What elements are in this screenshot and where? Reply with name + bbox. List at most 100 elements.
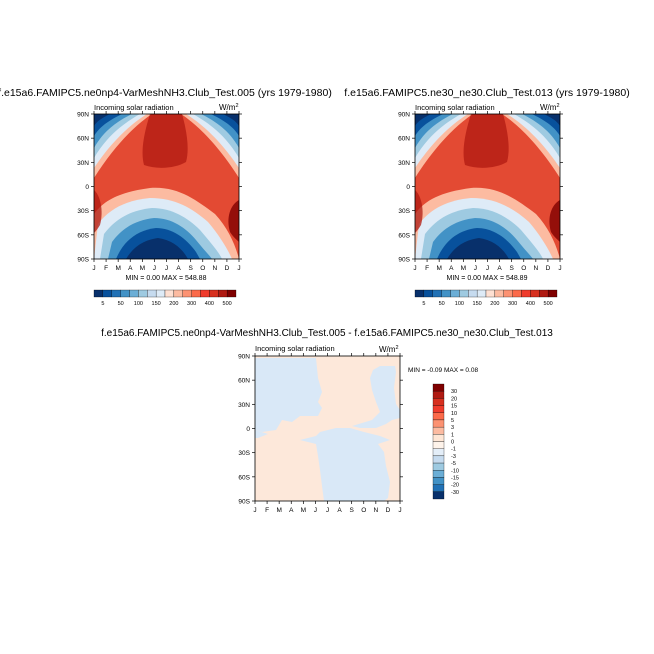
colorbar-swatch: [432, 398, 445, 406]
panel-2-field: [414, 113, 561, 260]
y-tick-label: 30S: [238, 450, 250, 457]
colorbar-swatch: [530, 289, 540, 298]
colorbar-swatch: [547, 289, 558, 298]
panel-3-y-ticks: 90N 60N 30N 0 30S 60S 90S: [238, 354, 403, 506]
y-tick-label: 90N: [238, 354, 250, 361]
colorbar-swatch: [432, 462, 445, 471]
x-tick-label: J: [474, 265, 477, 272]
colorbar-label: 500: [544, 301, 553, 307]
colorbar-swatch: [450, 289, 460, 298]
colorbar-swatch: [432, 441, 445, 449]
colorbar-label: -20: [451, 483, 459, 489]
colorbar-label: 5: [451, 418, 454, 424]
colorbar-swatch: [200, 289, 210, 298]
x-tick-label: J: [153, 265, 156, 272]
colorbar-label: 200: [490, 301, 499, 307]
x-tick-label: J: [398, 507, 401, 514]
x-tick-label: A: [337, 507, 342, 514]
x-tick-label: J: [486, 265, 489, 272]
panel-3-subtitle: Incoming solar radiation: [255, 344, 335, 353]
panel-1-y-ticks: 90N 60N 30N 0 30S 60S 90S: [77, 112, 242, 264]
colorbar-label: 100: [455, 301, 464, 307]
x-tick-label: J: [165, 265, 168, 272]
y-tick-label: 60N: [238, 378, 250, 385]
panel-1-stats: MIN = 0.00 MAX = 548.88: [126, 275, 207, 282]
colorbar-swatch: [138, 289, 148, 298]
x-tick-label: J: [253, 507, 256, 514]
panel-1-colorbar: 5 50 100 150 200 300 400 500: [93, 289, 237, 307]
colorbar-label: 3: [451, 425, 454, 431]
colorbar-swatch: [432, 426, 445, 435]
colorbar-swatch: [218, 289, 228, 298]
x-tick-label: D: [386, 507, 391, 514]
x-tick-label: M: [140, 265, 145, 272]
x-tick-label: J: [92, 265, 95, 272]
x-tick-label: N: [212, 265, 217, 272]
y-tick-label: 30N: [77, 160, 89, 167]
colorbar-label: 50: [439, 301, 445, 307]
y-tick-label: 60S: [238, 474, 250, 481]
colorbar-swatch: [485, 289, 496, 298]
y-tick-label: 90S: [77, 257, 89, 264]
y-tick-label: 30N: [398, 160, 410, 167]
y-tick-label: 90S: [238, 499, 250, 506]
y-tick-label: 60S: [77, 232, 89, 239]
colorbar-swatch: [173, 289, 183, 298]
y-tick-label: 90N: [398, 112, 410, 119]
x-tick-label: M: [276, 507, 281, 514]
colorbar-swatch: [432, 434, 445, 442]
colorbar-swatch: [423, 289, 433, 298]
colorbar-swatch: [432, 484, 445, 492]
y-tick-label: 90N: [77, 112, 89, 119]
panel-2-stats: MIN = 0.00 MAX = 548.89: [447, 275, 528, 282]
y-tick-label: 60S: [398, 232, 410, 239]
x-tick-label: M: [436, 265, 441, 272]
colorbar-swatch: [432, 419, 445, 428]
colorbar-label: 400: [526, 301, 535, 307]
panel-2-colorbar: 5 50 100 150 200 300 400 500: [414, 289, 558, 307]
colorbar-label: 30: [451, 389, 457, 395]
x-tick-label: N: [373, 507, 378, 514]
x-tick-label: S: [509, 265, 514, 272]
colorbar-label: -10: [451, 468, 459, 474]
colorbar-swatch: [209, 289, 219, 298]
panel-3-field: [254, 355, 401, 502]
x-tick-label: J: [237, 265, 240, 272]
colorbar-label: 300: [508, 301, 517, 307]
colorbar-label: 150: [152, 301, 161, 307]
colorbar-label: 1: [451, 432, 454, 438]
x-tick-label: F: [265, 507, 269, 514]
x-tick-label: A: [128, 265, 133, 272]
colorbar-swatch: [539, 289, 549, 298]
colorbar-swatch: [468, 289, 478, 298]
x-tick-label: M: [115, 265, 120, 272]
colorbar-label: -3: [451, 454, 456, 460]
colorbar-swatch: [432, 391, 445, 399]
colorbar-swatch: [432, 412, 445, 421]
x-tick-label: F: [425, 265, 429, 272]
x-tick-label: M: [461, 265, 466, 272]
colorbar-label: -15: [451, 475, 459, 481]
colorbar-swatch: [432, 448, 445, 457]
colorbar-swatch: [432, 477, 445, 485]
colorbar-swatch: [432, 383, 445, 392]
x-tick-label: S: [188, 265, 193, 272]
colorbar-label: 150: [473, 301, 482, 307]
colorbar-label: 100: [134, 301, 143, 307]
panel-3-stats: MIN = -0.09 MAX = 0.08: [408, 367, 478, 374]
x-tick-label: A: [449, 265, 454, 272]
colorbar-label: 0: [451, 440, 454, 446]
colorbar-swatch: [494, 289, 504, 298]
x-tick-label: O: [200, 265, 205, 272]
x-tick-label: J: [326, 507, 329, 514]
colorbar-swatch: [129, 289, 139, 298]
colorbar-label: -1: [451, 447, 456, 453]
colorbar-swatch: [120, 289, 130, 298]
panel-3-units: W/m2: [379, 345, 399, 354]
colorbar-swatch: [93, 289, 104, 298]
colorbar-swatch: [147, 289, 157, 298]
